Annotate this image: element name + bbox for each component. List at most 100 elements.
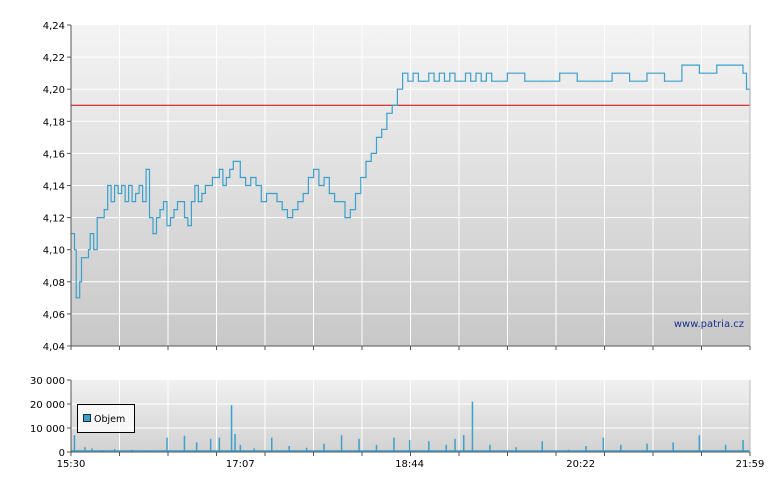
- price-data-point: [524, 80, 526, 82]
- price-y-tick-label: 4,24: [43, 21, 65, 32]
- price-data-point: [297, 201, 299, 203]
- price-data-point: [663, 80, 666, 82]
- price-y-tick-label: 4,16: [43, 149, 65, 160]
- price-data-point: [323, 176, 325, 179]
- price-data-point: [454, 80, 456, 82]
- price-data-point: [428, 72, 430, 74]
- price-data-point: [80, 257, 83, 259]
- price-data-point: [166, 225, 168, 227]
- price-data-point: [433, 80, 435, 82]
- volume-bar: [620, 444, 622, 452]
- price-data-point: [265, 192, 268, 195]
- price-data-point: [344, 217, 346, 219]
- price-data-point: [100, 217, 102, 219]
- volume-bar: [698, 435, 701, 452]
- legend-label: Objem: [94, 414, 125, 425]
- price-data-point: [131, 201, 133, 203]
- price-data-point: [245, 184, 247, 187]
- price-data-point: [173, 209, 175, 211]
- volume-bar: [358, 438, 360, 452]
- price-data-point: [313, 168, 315, 170]
- price-data-point: [480, 80, 482, 82]
- price-data-point: [449, 72, 451, 74]
- price-data-point: [334, 201, 336, 203]
- price-data-point: [464, 72, 467, 74]
- price-data-point: [594, 80, 596, 82]
- price-data-point: [354, 192, 357, 195]
- volume-bar: [445, 444, 447, 452]
- volume-bar: [323, 443, 325, 452]
- price-data-point: [79, 281, 81, 283]
- volume-bar: [195, 442, 198, 452]
- price-data-point: [128, 184, 130, 187]
- price-data-point: [365, 160, 367, 162]
- volume-y-tick-label: 0: [59, 448, 65, 459]
- price-data-point: [276, 201, 278, 203]
- price-data-point: [386, 112, 388, 114]
- price-data-point: [87, 249, 90, 251]
- price-data-point: [318, 184, 320, 187]
- price-data-point: [180, 201, 182, 203]
- price-data-point: [114, 184, 116, 187]
- price-data-point: [190, 201, 192, 203]
- price-data-point: [232, 160, 234, 162]
- volume-bar: [585, 446, 587, 452]
- price-data-point: [271, 192, 273, 195]
- price-data-point: [423, 80, 425, 82]
- price-data-point: [176, 201, 179, 203]
- price-data-point: [107, 184, 109, 187]
- price-data-point: [375, 136, 378, 138]
- price-data-point: [201, 192, 203, 195]
- price-y-tick-label: 4,12: [43, 214, 65, 225]
- price-data-point: [255, 184, 257, 187]
- price-data-point: [349, 209, 351, 211]
- volume-y-tick-label: 10 000: [30, 424, 65, 435]
- price-data-point: [145, 168, 147, 170]
- price-data-point: [152, 233, 154, 235]
- volume-baseline-band: [71, 450, 750, 452]
- volume-bar: [602, 437, 605, 452]
- price-data-point: [443, 80, 446, 82]
- volume-bar: [393, 437, 395, 452]
- price-y-tick-label: 4,10: [43, 246, 65, 257]
- price-data-point: [286, 217, 288, 219]
- volume-x-tick-label: 15:30: [57, 459, 86, 470]
- price-data-point: [417, 80, 419, 82]
- price-data-point: [75, 297, 77, 299]
- price-data-point: [260, 201, 262, 203]
- price-data-point: [681, 64, 683, 66]
- volume-bar: [515, 447, 517, 452]
- price-data-point: [412, 72, 414, 74]
- volume-x-tick-label: 21:59: [736, 459, 765, 470]
- volume-bar: [166, 437, 168, 452]
- price-data-point: [89, 233, 91, 235]
- price-data-point: [307, 176, 309, 179]
- price-data-point: [475, 72, 477, 74]
- volume-bar: [428, 441, 430, 452]
- price-data-point: [208, 184, 210, 187]
- price-data-point: [629, 80, 631, 82]
- price-data-point: [194, 184, 196, 187]
- price-data-point: [96, 217, 98, 219]
- price-y-tick-label: 4,08: [43, 278, 65, 289]
- price-data-point: [370, 152, 372, 154]
- price-data-point: [236, 160, 238, 162]
- price-data-point: [396, 88, 398, 90]
- volume-bar: [672, 442, 674, 452]
- price-y-tick-label: 4,06: [43, 310, 65, 321]
- price-data-point: [142, 201, 144, 203]
- volume-x-tick-label: 17:07: [226, 459, 255, 470]
- volume-x-tick-label: 18:44: [395, 459, 424, 470]
- price-data-point: [459, 80, 461, 82]
- price-data-point: [197, 201, 199, 203]
- price-y-tick-label: 4,14: [43, 182, 65, 193]
- price-data-point: [117, 192, 119, 195]
- volume-bar: [218, 437, 221, 452]
- price-data-point: [162, 201, 165, 203]
- price-data-point: [135, 192, 137, 195]
- price-data-point: [110, 201, 112, 203]
- price-data-point: [576, 80, 578, 82]
- volume-x-tick-label: 20:22: [566, 459, 595, 470]
- price-data-point: [402, 72, 404, 74]
- price-data-point: [328, 192, 330, 195]
